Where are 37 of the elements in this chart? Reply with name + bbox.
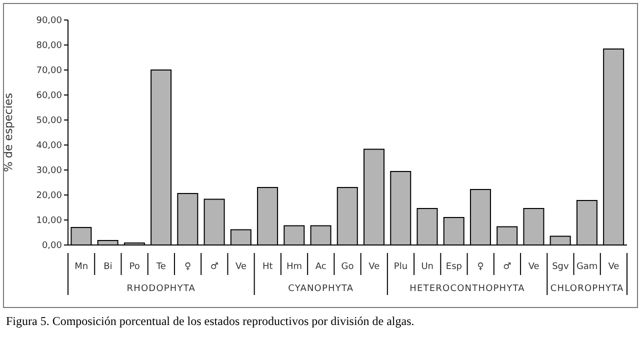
x-tick-label: Ve [528,262,540,272]
text: RHODOPHYTA [126,284,196,294]
y-tick-label: 50,00 [36,116,62,126]
text: Figura 5. Composición porcentual de los estados reproductivos por división de algas. [6,314,414,329]
x-tick-label: Ve [236,262,247,272]
x-tick-label: Ht [262,262,274,272]
x-tick-label: Un [421,262,434,272]
x-tick-label: Esp [446,262,462,272]
y-tick-label: 40,00 [36,141,62,152]
y-tick-label: 10,00 [36,216,62,226]
x-tick-label: Po [129,262,140,272]
x-tick-label: Ac [315,262,326,272]
text: CHLOROPHYTA [550,284,624,294]
x-tick-label: Te [155,262,166,272]
x-tick-label: Sgv [552,262,570,272]
x-tick-label: Hm [286,262,302,272]
x-tick-label: Plu [394,262,408,272]
y-axis-title: % de especies [2,92,15,172]
x-tick-label: Mn [74,262,88,272]
y-tick-label: 0,00 [42,241,62,252]
y-tick-label: 60,00 [36,91,62,102]
x-tick-label: ♂ [503,262,512,272]
x-tick-label: ♂ [210,262,218,272]
y-tick-label: 30,00 [36,166,62,176]
x-tick-label: Go [341,262,354,272]
x-tick-label: Ve [368,262,380,272]
text: HETEROCONTHOPHYTA [410,284,526,294]
x-tick-label: ♀ [184,262,192,272]
x-tick-label: Ve [608,262,620,272]
y-tick-label: 70,00 [36,66,62,76]
y-tick-label: 90,00 [36,16,62,26]
y-tick-label: 80,00 [36,41,62,52]
x-tick-label: Gam [576,262,598,272]
x-tick-label: Bi [104,262,112,272]
text: CYANOPHYTA [288,284,354,294]
y-tick-label: 20,00 [36,191,62,202]
x-tick-label: ♀ [477,262,484,272]
